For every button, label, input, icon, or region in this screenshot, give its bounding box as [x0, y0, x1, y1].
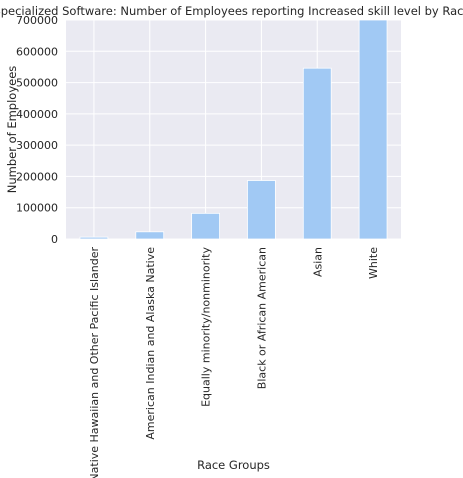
- x-tick-label: American Indian and Alaska Native: [144, 247, 157, 440]
- bars: [79, 19, 388, 240]
- y-tick-label: 600000: [16, 45, 58, 58]
- bar-0: [79, 236, 109, 240]
- y-tick-label: 100000: [16, 202, 58, 215]
- plot-background: [66, 20, 401, 239]
- x-axis-label: Race Groups: [197, 458, 270, 472]
- y-axis-label: Number of Employees: [5, 66, 19, 194]
- y-tick-label: 200000: [16, 170, 58, 183]
- y-tick-label: 700000: [16, 14, 58, 27]
- chart-title: Specialized Software: Number of Employee…: [0, 4, 463, 18]
- y-tick-label: 0: [51, 233, 58, 246]
- bar-1: [135, 231, 165, 240]
- x-axis-ticks: Native Hawaiian and Other Pacific Island…: [88, 247, 380, 478]
- bar-4: [302, 67, 332, 240]
- x-tick-label: Asian: [311, 247, 324, 277]
- x-tick-label: White: [367, 247, 380, 279]
- x-tick-label: Equally minority/nonminority: [200, 247, 213, 407]
- bar-3: [247, 180, 276, 240]
- y-tick-label: 400000: [16, 108, 58, 121]
- x-tick-label: Black or African American: [255, 247, 268, 389]
- x-tick-label: Native Hawaiian and Other Pacific Island…: [88, 247, 101, 478]
- bar-2: [191, 212, 220, 240]
- y-axis-ticks: 0 100000 200000 300000 400000 500000 600000 700…: [16, 14, 58, 246]
- bar-5: [358, 19, 388, 240]
- y-tick-label: 300000: [16, 139, 58, 152]
- y-tick-label: 500000: [16, 77, 58, 90]
